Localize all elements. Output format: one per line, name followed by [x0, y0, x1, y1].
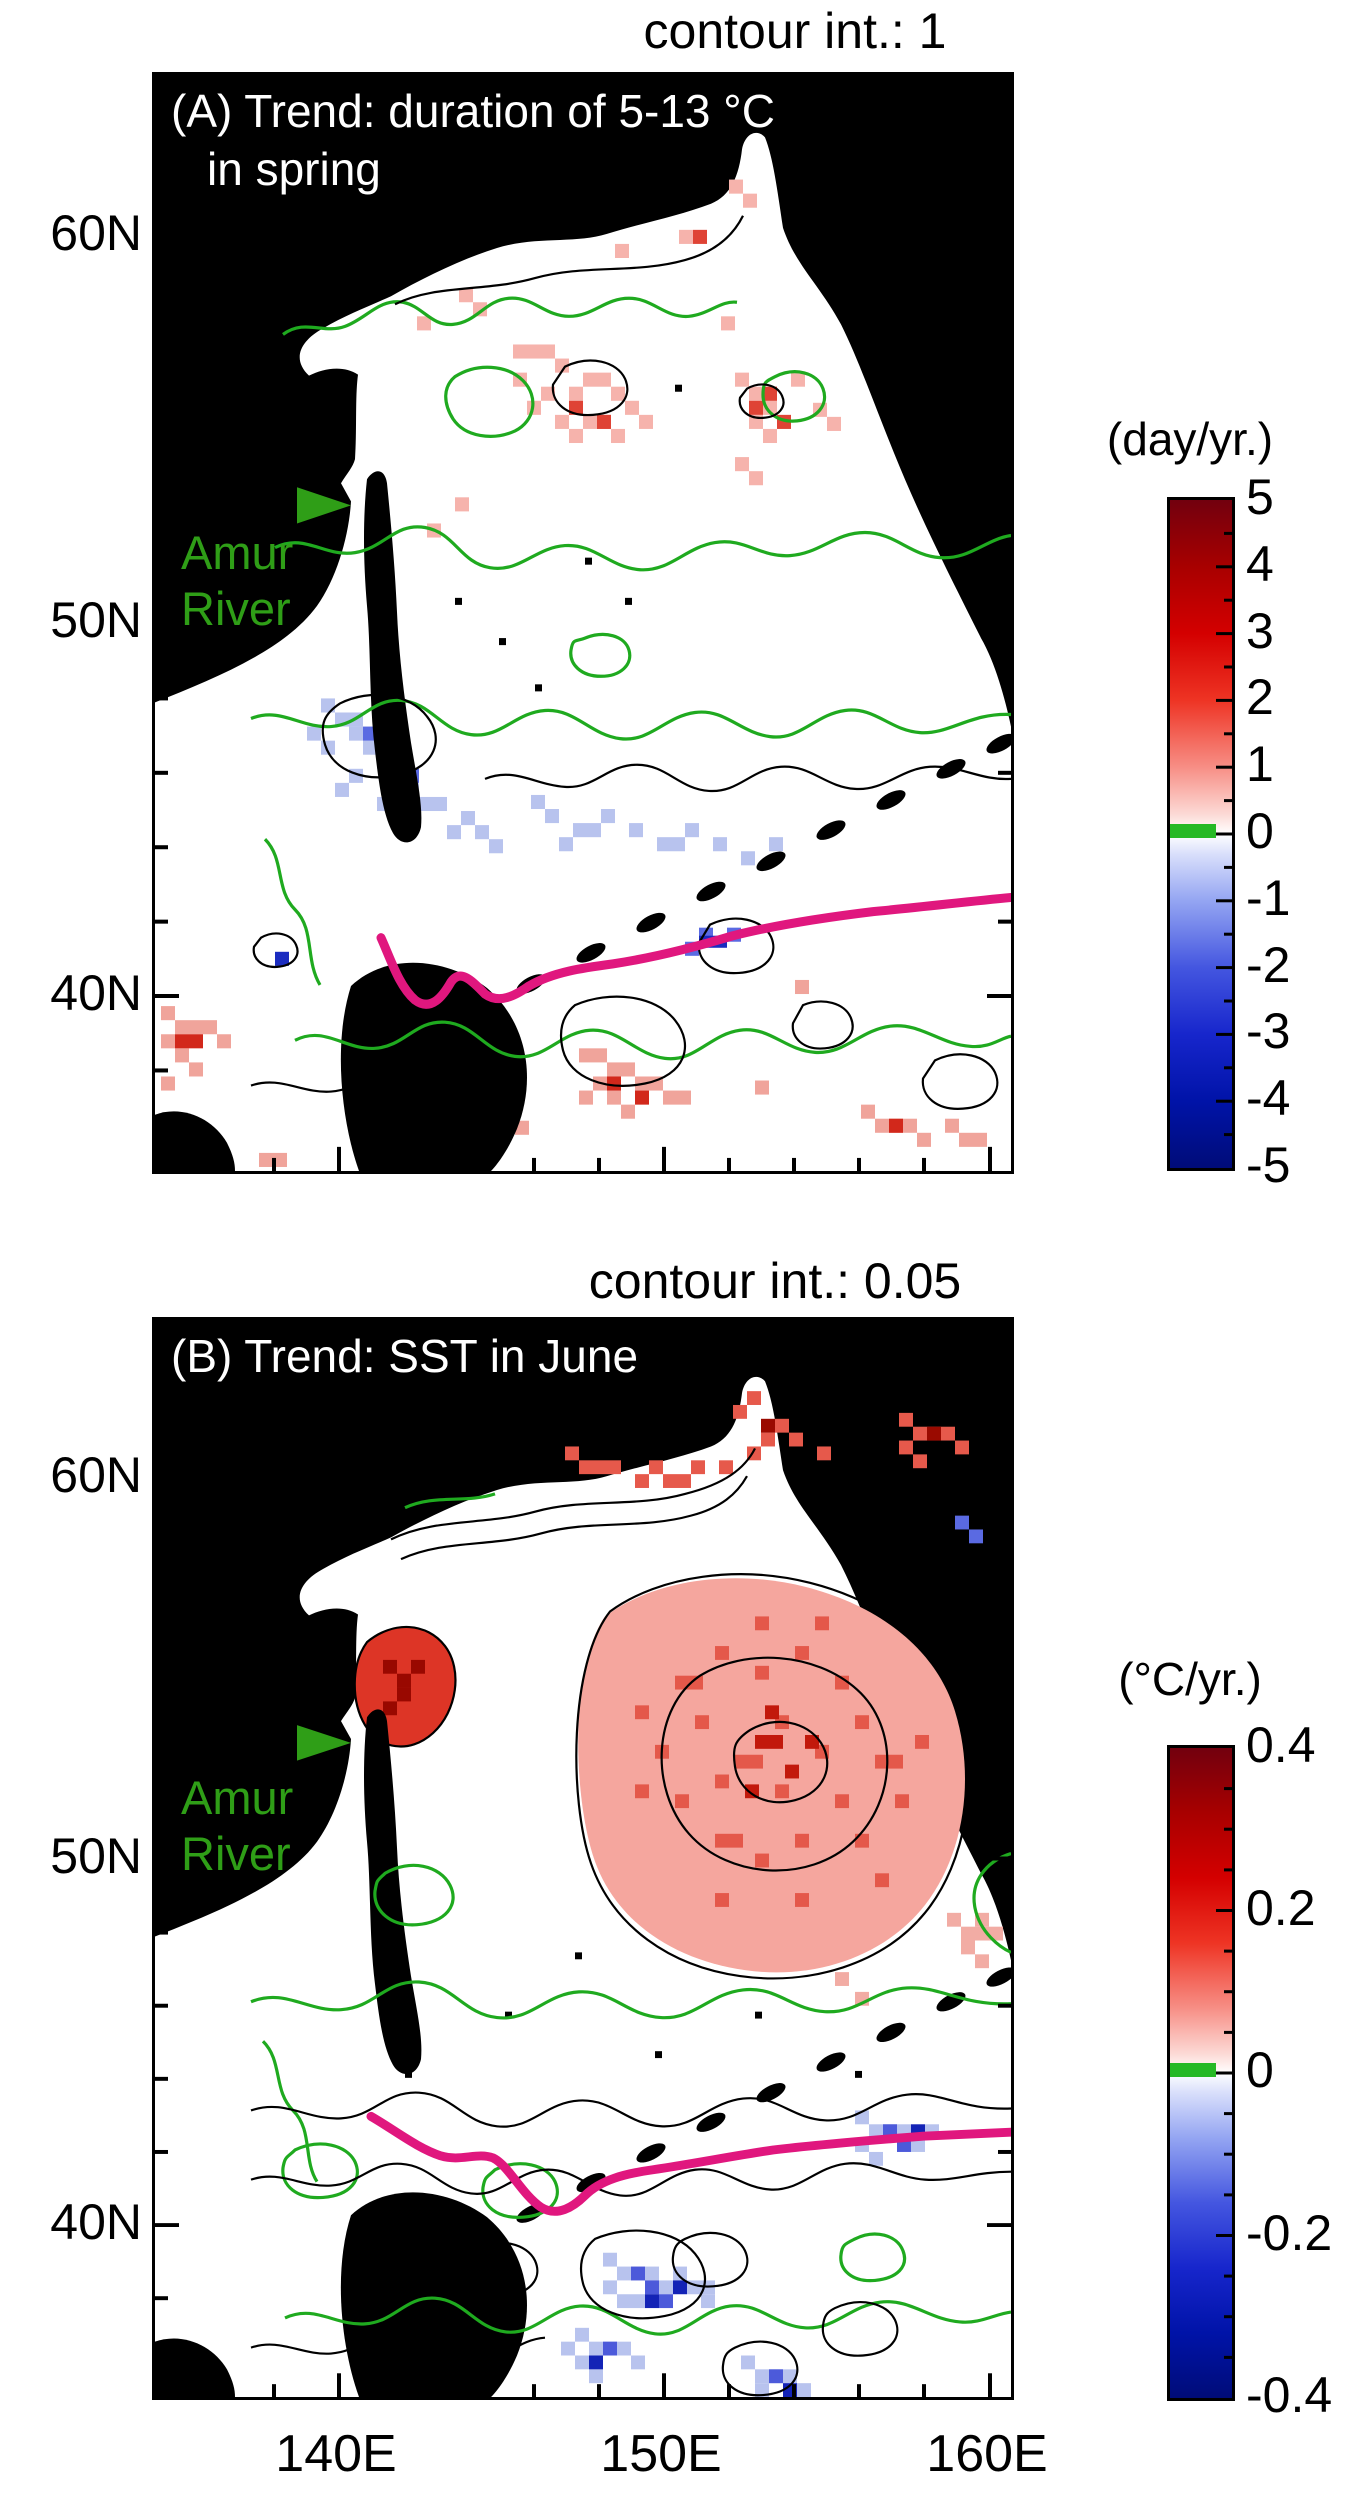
panel-b-colorbar-unit: (°C/yr.) [1118, 1653, 1262, 1705]
panel-b-lat-40n: 40N [50, 2194, 142, 2250]
panel-a-lat-60n: 60N [50, 205, 142, 261]
panel-a-lat-40n: 40N [50, 965, 142, 1021]
amur-label-line2: River [181, 1827, 291, 1881]
amur-label-line2: River [181, 582, 291, 636]
panel-a-title-line1: (A) Trend: duration of 5-13 °C [171, 85, 775, 137]
panel-b-title-text: (B) Trend: SST in June [171, 1330, 639, 1382]
panel-b-title: (B) Trend: SST in June [171, 1328, 638, 1386]
amur-label-line1: Amur [181, 1771, 294, 1824]
panel-b-colorbar-zero-marker [1170, 2063, 1216, 2077]
panel-a-contour-note: contour int.: 1 [643, 3, 947, 59]
positive-trend-cells-south [161, 979, 987, 1167]
warming-cells-north-dark [761, 1418, 941, 1441]
warming-cells-strong [745, 1705, 819, 1799]
land-specks [405, 1952, 862, 2078]
amur-river-arrow [297, 1725, 351, 1761]
panel-b-cb-label-m02: -0.2 [1246, 2205, 1333, 2261]
panel-a-cb-label-4: 4 [1246, 536, 1274, 592]
lon-label-150e: 150E [600, 2425, 722, 2483]
positive-trend-cells-strong [569, 229, 791, 429]
amur-label-line1: Amur [181, 526, 294, 579]
panel-a-colorbar-zero-marker [1170, 824, 1216, 838]
panel-a-cb-label-m4: -4 [1246, 1070, 1291, 1126]
axis-ticks [155, 75, 1011, 1171]
kuril-islands [516, 1967, 1011, 2223]
panel-a-title: (A) Trend: duration of 5-13 °C in spring [171, 83, 775, 198]
cooling-cells-ne [955, 1515, 983, 1544]
panel-b-contour-note: contour int.: 0.05 [588, 1253, 962, 1309]
panel-a-cb-label-1: 1 [1246, 736, 1274, 792]
panel-a-cb-label-3: 3 [1246, 603, 1274, 659]
amur-river-label: Amur River [181, 1770, 293, 1883]
lon-label-160e: 160E [926, 2425, 1048, 2483]
lon-label-140e: 140E [275, 2425, 397, 2483]
sakhalin-island [364, 471, 422, 843]
panel-b-cb-label-02: 0.2 [1246, 1880, 1316, 1936]
panel-b-cb-label-0: 0 [1246, 2042, 1274, 2098]
honshu-corner [155, 1111, 235, 1171]
warming-region-central [578, 1578, 965, 1973]
panel-b-map-canvas [155, 1320, 1011, 2397]
amur-river-label: Amur River [181, 525, 293, 638]
axis-ticks [155, 1320, 1011, 2397]
sea-area [155, 132, 1011, 1171]
ocean-front-line [376, 892, 1011, 1009]
zero-contours-green [250, 296, 1011, 1061]
honshu-corner [155, 2338, 235, 2397]
amur-river-arrow [297, 487, 351, 524]
positive-trend-cells-south-strong [175, 1034, 903, 1133]
panel-b-cb-label-m04: -0.4 [1246, 2367, 1333, 2423]
panel-b-cb-label-04: 0.4 [1246, 1717, 1316, 1773]
panel-b-colorbar-ticks [1216, 1787, 1232, 2359]
panel-a-lat-50n: 50N [50, 592, 142, 648]
panel-a-cb-label-0: 0 [1246, 803, 1274, 859]
panel-a-cb-label-m2: -2 [1246, 937, 1291, 993]
land-specks [455, 384, 682, 692]
panel-a-title-line2: in spring [207, 142, 381, 195]
panel-a-cb-label-2: 2 [1246, 669, 1274, 725]
trend-contours-black [250, 215, 1011, 1110]
warming-cells-medium [635, 1616, 929, 1907]
panel-b-map: (B) Trend: SST in June Amur River [152, 1317, 1014, 2400]
panel-a-cb-label-5: 5 [1246, 469, 1274, 525]
panel-b-lat-60n: 60N [50, 1447, 142, 1503]
hokkaido-island [340, 962, 527, 1171]
warming-cells-nw-dark [383, 1659, 425, 1716]
panel-a-colorbar-unit: (day/yr.) [1106, 413, 1274, 465]
panel-a-cb-label-m1: -1 [1246, 870, 1291, 926]
warming-cells-north-coast [565, 1391, 969, 1488]
ocean-front-line [366, 2111, 1011, 2216]
hokkaido-island [340, 2192, 527, 2397]
panel-b-lat-50n: 50N [50, 1828, 142, 1884]
panel-a-map-canvas [155, 75, 1011, 1171]
panel-a-cb-label-m3: -3 [1246, 1003, 1291, 1059]
kuril-islands [516, 733, 1011, 994]
panel-a-map: (A) Trend: duration of 5-13 °C in spring… [152, 72, 1014, 1174]
trend-contours-black [250, 1447, 1011, 2397]
panel-a-cb-label-m5: -5 [1246, 1137, 1291, 1193]
panel-a-colorbar-ticks [1216, 531, 1232, 1137]
